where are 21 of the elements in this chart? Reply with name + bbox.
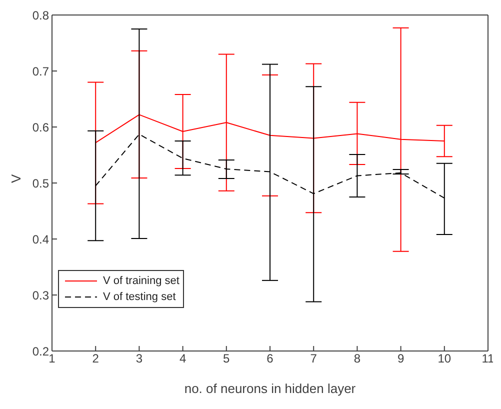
x-tick-label: 4 [179,352,186,366]
y-tick-label: 0.6 [32,120,50,134]
y-tick-label: 0.3 [32,288,50,302]
x-tick-label: 10 [438,352,452,366]
x-tick-label: 3 [136,352,143,366]
x-tick-label: 2 [92,352,100,366]
y-axis-title: V [8,174,24,183]
x-tick-label: 7 [310,352,318,366]
x-axis-title: no. of neurons in hidden layer [184,381,356,396]
y-tick-label: 0.5 [32,176,50,190]
y-tick-label: 0.2 [32,344,50,358]
x-tick-label: 6 [266,352,274,366]
y-tick-label: 0.8 [32,8,50,22]
legend-label: V of testing set [103,291,176,303]
legend-label: V of training set [103,275,180,287]
x-tick-label: 8 [354,352,361,366]
y-tick-label: 0.7 [32,64,50,78]
x-tick-label: 5 [223,352,230,366]
y-tick-label: 0.4 [32,232,50,246]
x-tick-label: 9 [397,352,404,366]
x-tick-label: 1 [48,352,56,366]
